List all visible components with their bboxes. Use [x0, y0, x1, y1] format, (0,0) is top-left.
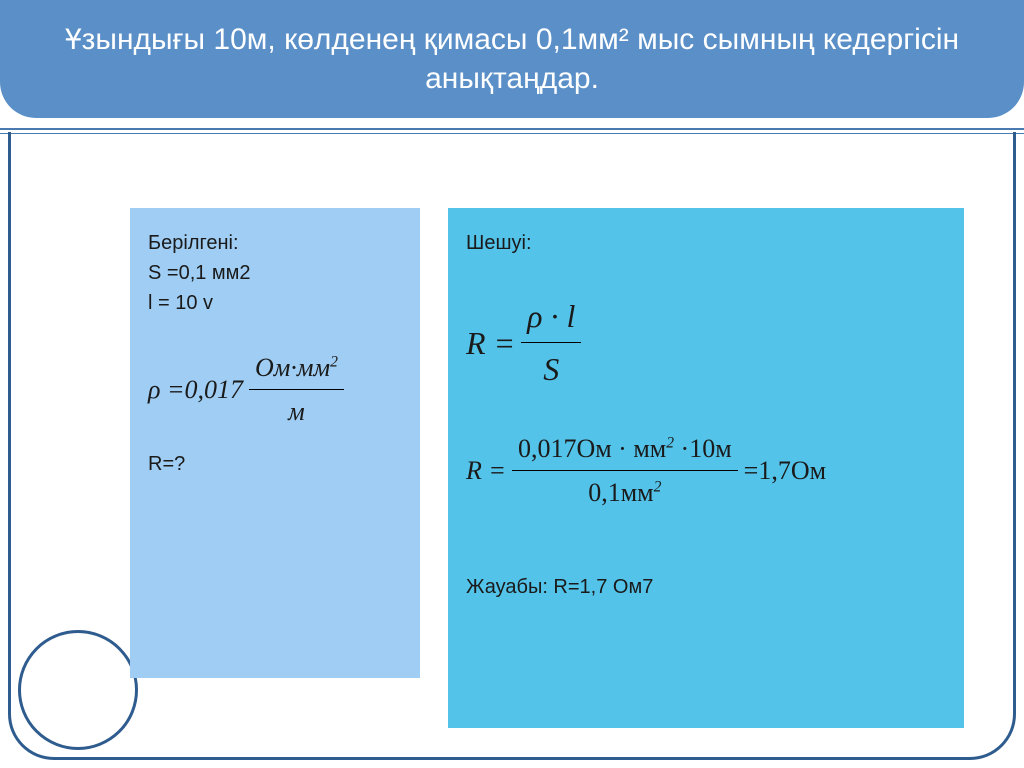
- f2-den-exp: 2: [654, 478, 662, 495]
- given-l: l = 10 v: [148, 288, 402, 318]
- given-panel: Берілгені: S =0,1 мм2 l = 10 v ρ =0,017 …: [130, 208, 420, 678]
- rho-num: Ом·мм: [255, 353, 330, 382]
- f2-rhs: =1,7Ом: [744, 451, 826, 490]
- rho-formula: ρ =0,017 Ом·мм2 м: [148, 348, 402, 431]
- formula-calc: R = 0,017Ом · мм2 ·10м 0,1мм2 =1,7Ом: [466, 429, 946, 512]
- solution-panel: Шешуі: R = ρ · l S R = 0,017Ом · мм2 ·10…: [448, 208, 964, 728]
- slide-title: Ұзындығы 10м, көлденең қимасы 0,1мм² мыс…: [0, 0, 1024, 118]
- f2-fraction: 0,017Ом · мм2 ·10м 0,1мм2: [512, 429, 738, 512]
- rho-lhs: ρ =0,017: [148, 370, 243, 409]
- f2-num-b: ·10м: [674, 434, 732, 463]
- given-question: R=?: [148, 449, 402, 479]
- f2-num-a: 0,017Ом · мм: [518, 434, 666, 463]
- title-text: Ұзындығы 10м, көлденең қимасы 0,1мм² мыс…: [60, 20, 964, 98]
- formula-general: R = ρ · l S: [466, 292, 946, 393]
- f1-fraction: ρ · l S: [521, 292, 581, 393]
- f2-lhs: R =: [466, 451, 506, 490]
- given-heading: Берілгені:: [148, 228, 402, 258]
- rho-fraction: Ом·мм2 м: [249, 348, 344, 431]
- f1-lhs: R =: [466, 319, 515, 367]
- corner-circle: [18, 630, 138, 750]
- content-panels: Берілгені: S =0,1 мм2 l = 10 v ρ =0,017 …: [130, 208, 964, 728]
- f1-num: ρ · l: [521, 292, 581, 343]
- f2-num-exp1: 2: [666, 434, 674, 451]
- solution-heading: Шешуі:: [466, 228, 946, 258]
- f1-den: S: [537, 343, 565, 393]
- answer-text: Жауабы: R=1,7 Ом7: [466, 572, 946, 602]
- rho-den: м: [282, 390, 311, 431]
- given-s: S =0,1 мм2: [148, 258, 402, 288]
- rho-exp: 2: [330, 353, 338, 370]
- f2-den-a: 0,1мм: [588, 478, 653, 507]
